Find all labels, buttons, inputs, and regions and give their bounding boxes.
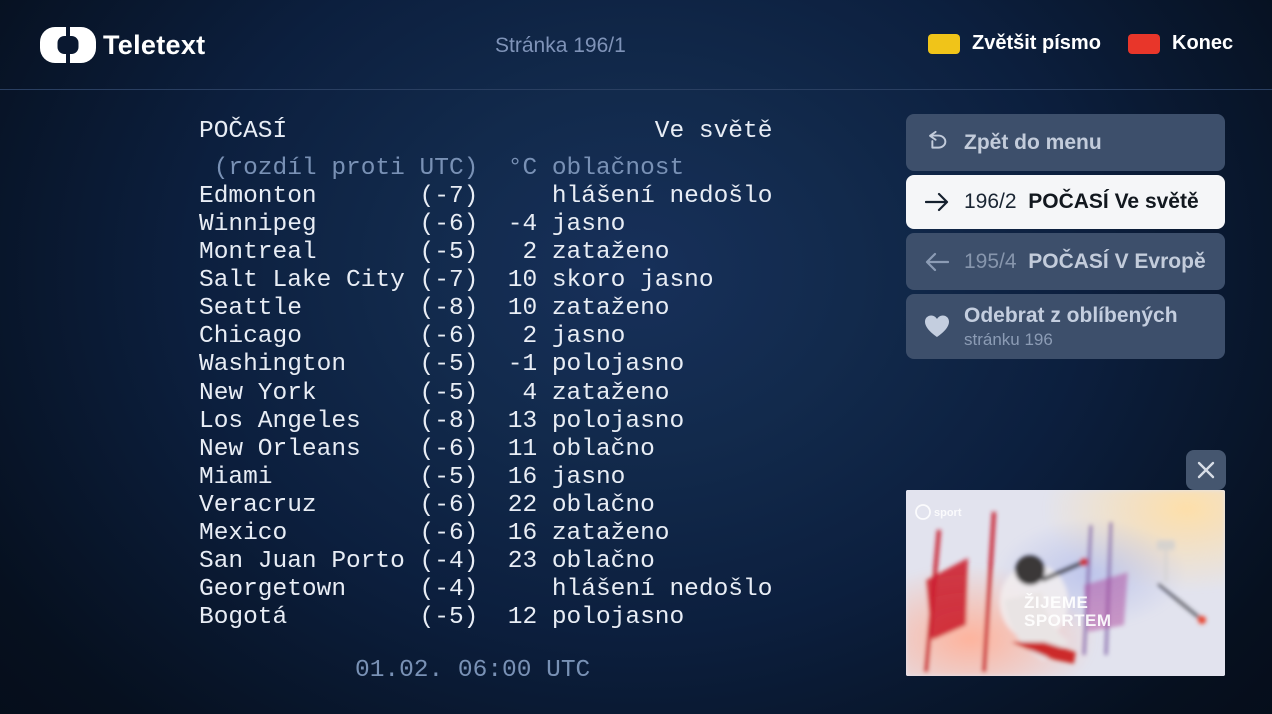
svg-text:SPORTEM: SPORTEM [1024,611,1112,630]
svg-text:ŽIJEME: ŽIJEME [1024,593,1088,612]
svg-text:sport: sport [934,507,962,519]
